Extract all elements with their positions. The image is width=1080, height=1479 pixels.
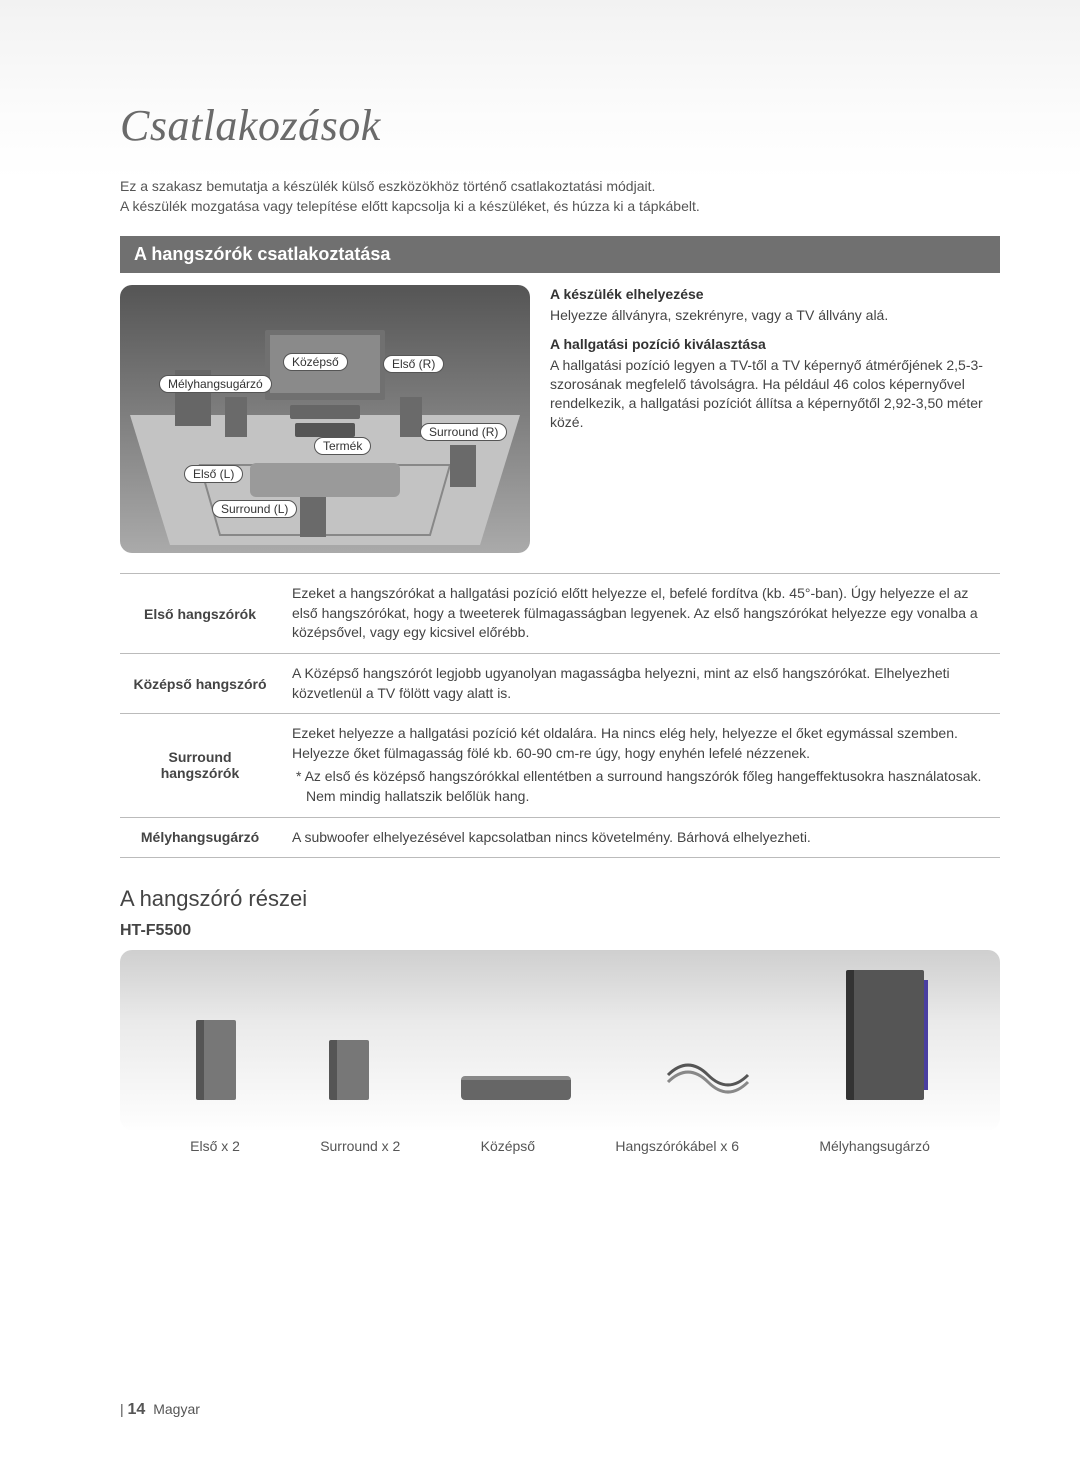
part-subwoofer [846,970,924,1100]
manual-page: Csatlakozások Ez a szakasz bemutatja a k… [0,0,1080,1479]
parts-panel [120,950,1000,1130]
page-footer: | 14 Magyar [120,1401,200,1419]
table-row: Első hangszórók Ezeket a hangszórókat a … [120,574,1000,654]
placement-h2: A hallgatási pozíció kiválasztása [550,335,1000,354]
label-surround-l: Surround (L) [212,500,297,518]
part-label: Surround x 2 [320,1138,400,1154]
row-label: Első hangszórók [120,574,280,654]
intro-line-2: A készülék mozgatása vagy telepítése elő… [120,197,1000,217]
label-center: Középső [283,353,348,371]
diagram-and-text: Mélyhangsugárzó Középső Első (R) Surroun… [120,285,1000,553]
model-number: HT-F5500 [120,922,1000,940]
cable-icon [663,1050,753,1100]
speaker-table-body: Első hangszórók Ezeket a hangszórókat a … [120,574,1000,858]
part-center [461,1076,571,1100]
table-row: Mélyhangsugárzó A subwoofer elhelyezésév… [120,817,1000,858]
part-label: Mélyhangsugárzó [819,1138,930,1154]
surround-speaker-icon [329,1040,369,1100]
page-title: Csatlakozások [120,100,1000,151]
table-row: Középső hangszóró A Középső hangszórót l… [120,653,1000,713]
placement-text: A készülék elhelyezése Helyezze állványr… [550,285,1000,553]
row-note: * Az első és középső hangszórókkal ellen… [292,767,988,806]
part-cable [663,1050,753,1100]
room-svg [120,285,530,553]
parts-heading: A hangszóró részei [120,886,1000,912]
row-desc: A Középső hangszórót legjobb ugyanolyan … [280,653,1000,713]
placement-h1: A készülék elhelyezése [550,285,1000,304]
center-speaker-icon [461,1076,571,1100]
placement-p1: Helyezze állványra, szekrényre, vagy a T… [550,306,1000,325]
row-desc-text: Ezeket helyezze a hallgatási pozíció két… [292,725,958,761]
subwoofer-icon [846,970,924,1100]
part-label: Középső [481,1138,535,1154]
part-label: Első x 2 [190,1138,240,1154]
front-speaker-icon [196,1020,236,1100]
row-desc: Ezeket helyezze a hallgatási pozíció két… [280,714,1000,817]
section-heading: A hangszórók csatlakoztatása [120,236,1000,273]
intro-line-1: Ez a szakasz bemutatja a készülék külső … [120,177,1000,197]
speaker-table: Első hangszórók Ezeket a hangszórókat a … [120,573,1000,858]
label-front-l: Első (L) [184,465,243,483]
row-label: Középső hangszóró [120,653,280,713]
row-label: Mélyhangsugárzó [120,817,280,858]
label-surround-r: Surround (R) [420,423,507,441]
label-subwoofer: Mélyhangsugárzó [159,375,272,393]
lang-label: Magyar [153,1401,200,1417]
row-desc: A subwoofer elhelyezésével kapcsolatban … [280,817,1000,858]
placement-p2: A hallgatási pozíció legyen a TV-től a T… [550,356,1000,432]
row-label: Surround hangszórók [120,714,280,817]
part-label: Hangszórókábel x 6 [615,1138,739,1154]
label-product: Termék [314,437,371,455]
row-desc: Ezeket a hangszórókat a hallgatási pozíc… [280,574,1000,654]
page-number: 14 [128,1401,146,1418]
parts-labels: Első x 2 Surround x 2 Középső Hangszórók… [120,1138,1000,1154]
label-front-r: Első (R) [383,355,444,373]
speaker-layout-diagram: Mélyhangsugárzó Középső Első (R) Surroun… [120,285,530,553]
part-surround [329,1040,369,1100]
intro-text: Ez a szakasz bemutatja a készülék külső … [120,177,1000,216]
table-row: Surround hangszórók Ezeket helyezze a ha… [120,714,1000,817]
part-front [196,1020,236,1100]
